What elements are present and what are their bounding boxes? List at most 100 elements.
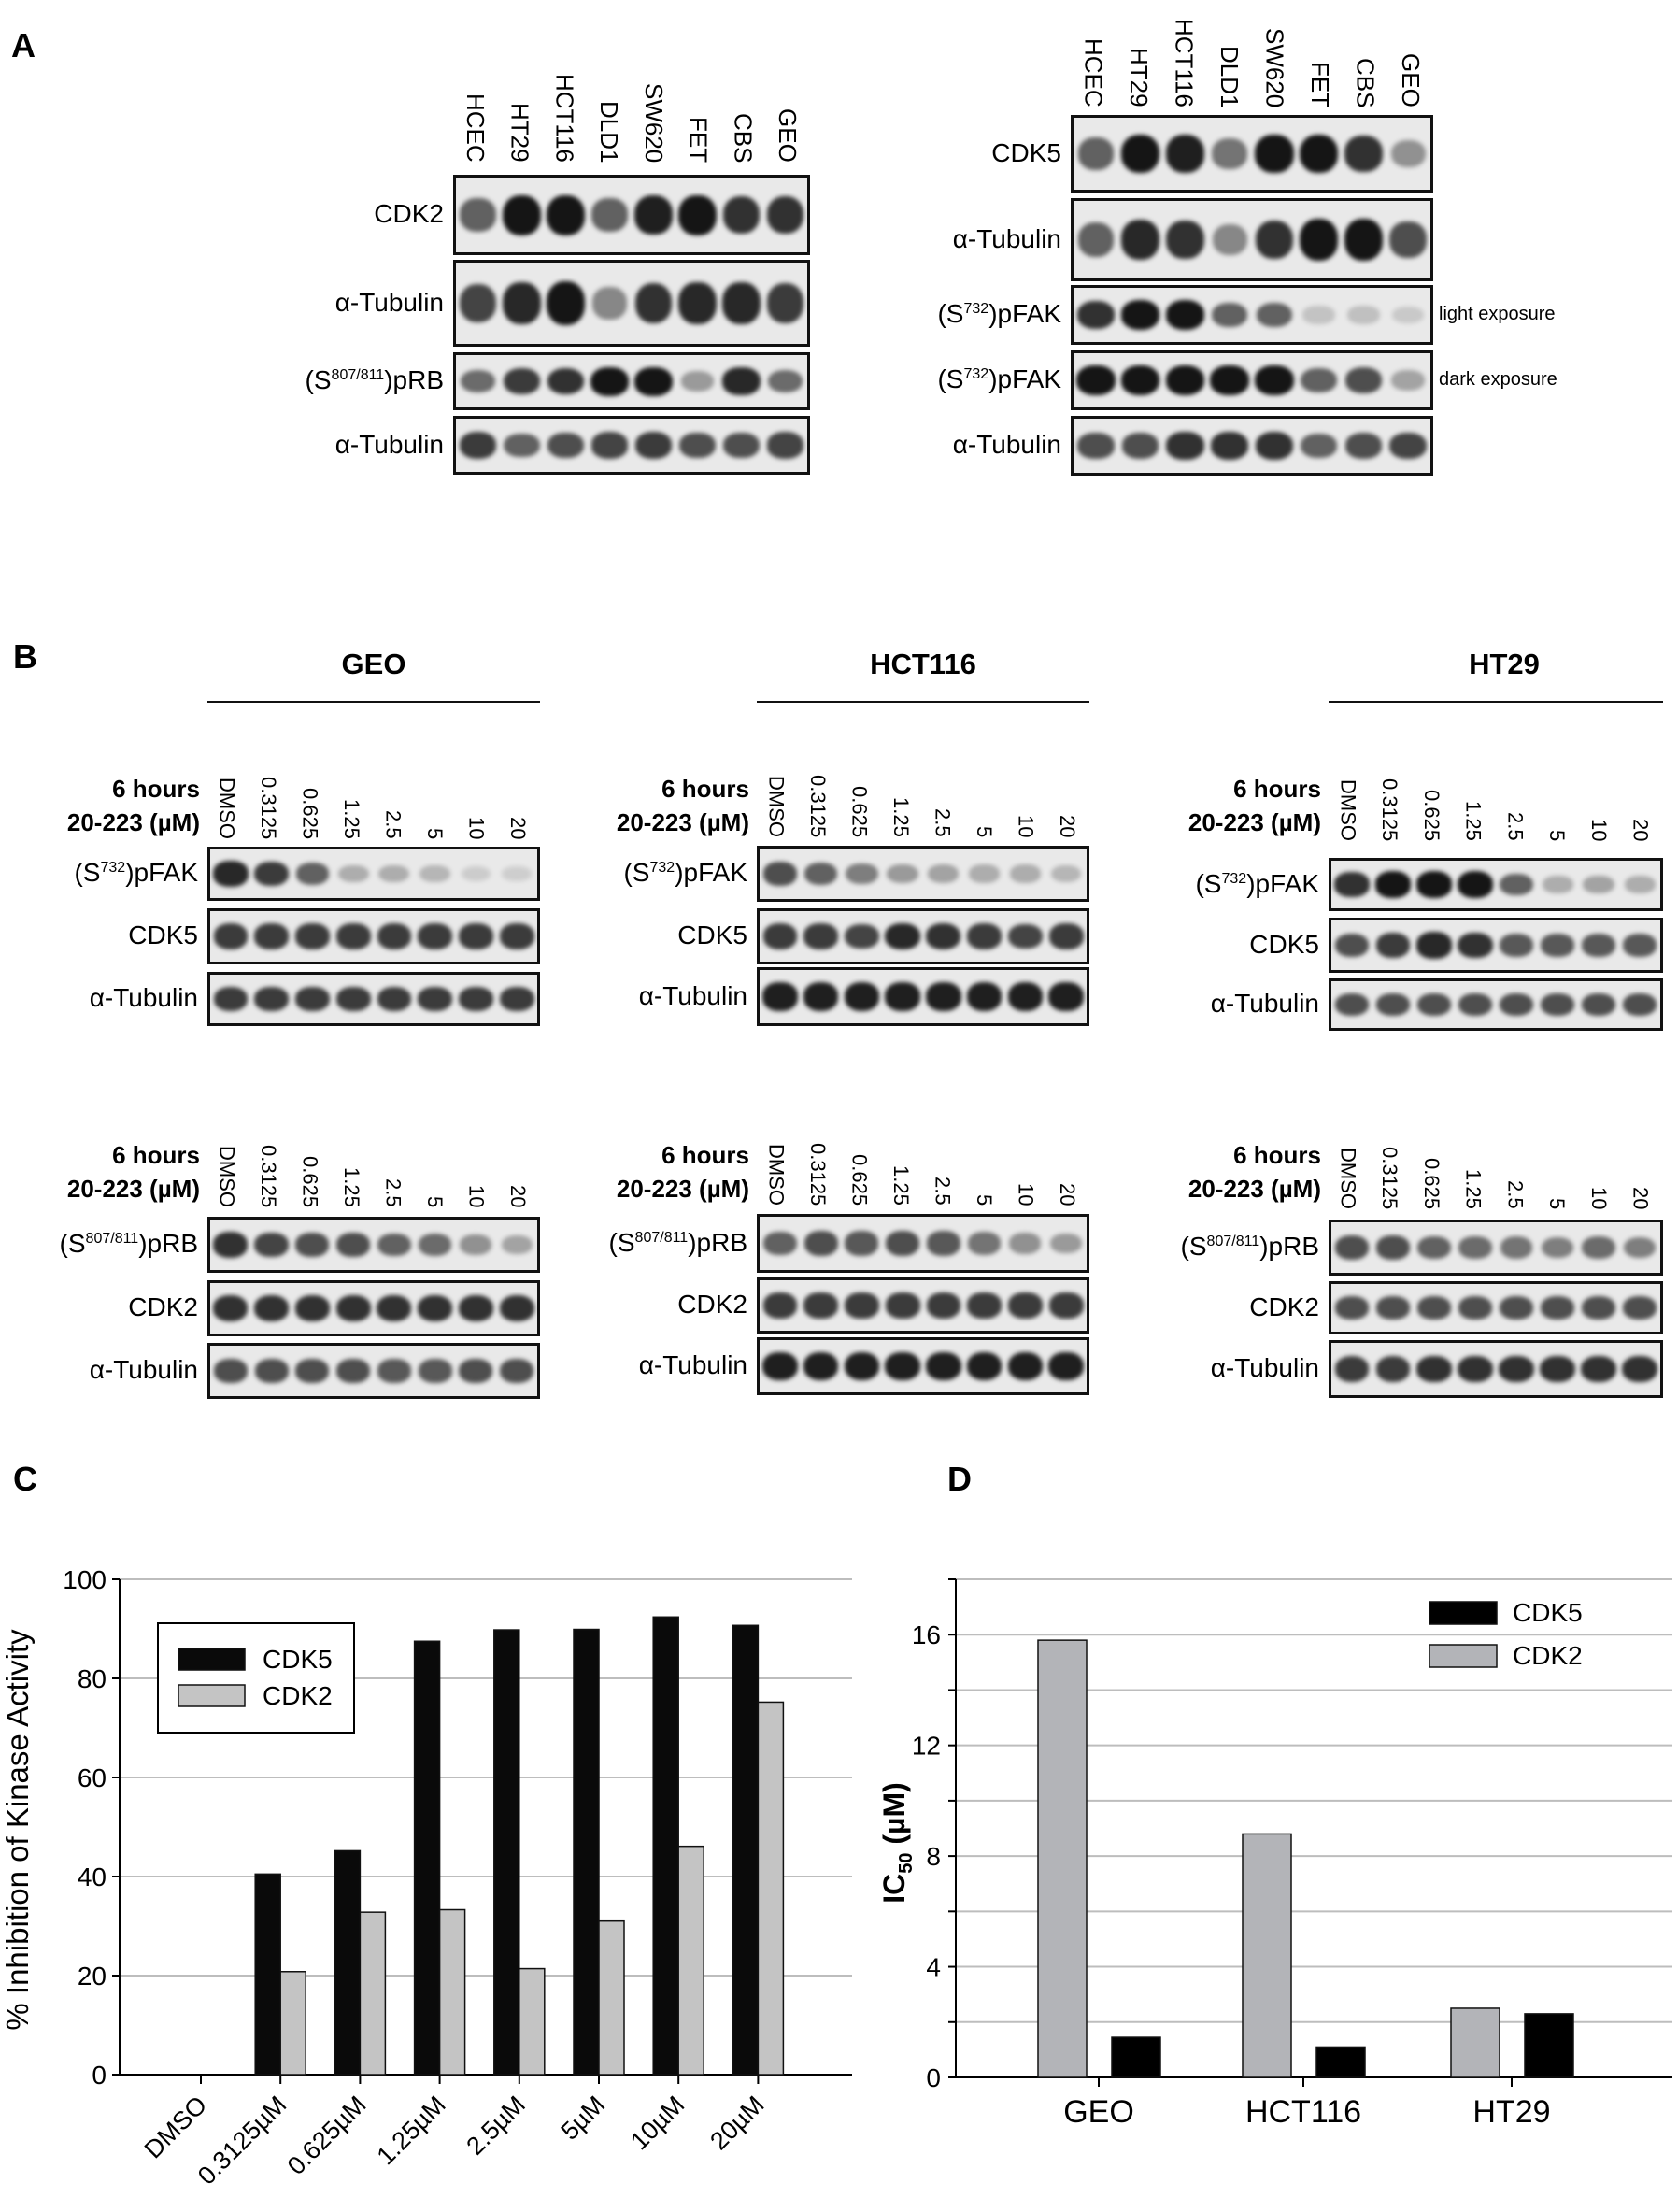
protein-band (1165, 365, 1205, 395)
lane-label: 1.25 (889, 797, 913, 837)
protein-band (213, 1294, 249, 1321)
blot-row-label: (S807/811)pRB (1181, 1234, 1319, 1260)
y-tick-label: 60 (78, 1763, 107, 1792)
protein-band (887, 863, 918, 884)
protein-band (1302, 306, 1336, 324)
label-text: )pRB (1259, 1232, 1319, 1261)
y-tick-label: 12 (912, 1732, 941, 1761)
protein-band (295, 1358, 330, 1383)
protein-band (1050, 864, 1082, 883)
protein-band (1048, 1292, 1084, 1319)
y-tick-label: 0 (926, 2063, 941, 2092)
bar-cdk5 (1524, 2013, 1574, 2078)
blot-row-label: CDK5 (1249, 931, 1319, 958)
y-axis-label: % Inhibition of Kinase Activity (0, 1629, 35, 2031)
protein-band (213, 861, 249, 887)
protein-band (1007, 1351, 1044, 1381)
y-tick-label: 4 (926, 1953, 941, 1982)
protein-band (885, 922, 920, 950)
protein-band (1541, 934, 1574, 957)
protein-band (1622, 992, 1657, 1017)
protein-band (1077, 137, 1115, 170)
lane-label: 2.5 (931, 1177, 955, 1206)
blot-strip (1071, 285, 1433, 345)
lane-label: 1.25 (339, 799, 363, 839)
label-text: CDK5 (991, 137, 1061, 167)
blot-row-label: (S807/811)pRB (306, 367, 444, 393)
protein-band (420, 864, 450, 883)
protein-band (1050, 1233, 1082, 1254)
label-text: α-Tubulin (952, 223, 1061, 253)
blot-row-label: α-Tubulin (1211, 1355, 1319, 1381)
label-text: )pFAK (125, 858, 198, 887)
lane-label: 0.3125 (256, 776, 280, 839)
blot-strip (453, 260, 810, 347)
protein-band (335, 1294, 371, 1321)
lane-label: 5 (1545, 1197, 1570, 1209)
protein-band (295, 986, 330, 1012)
protein-band (1299, 134, 1339, 174)
protein-band (254, 923, 289, 949)
label-text: (S (74, 858, 101, 887)
lane-label: 0.625 (847, 785, 872, 837)
dose-header: 20-223 (µM) (1187, 808, 1321, 836)
protein-band (1009, 1233, 1042, 1254)
x-tick-label: 0.625µM (282, 2091, 372, 2180)
protein-band (1344, 136, 1383, 172)
lane-label: 1.25 (1461, 1169, 1486, 1209)
protein-band (1458, 992, 1493, 1017)
protein-band (1008, 923, 1043, 949)
bar-cdk5 (493, 1629, 520, 2076)
protein-band (1458, 1296, 1493, 1320)
protein-band (803, 1230, 838, 1257)
lane-label: 10 (1586, 1186, 1611, 1209)
time-header: 6 hours (661, 1141, 749, 1169)
blot-row-label: (S732)pFAK (1195, 870, 1319, 897)
x-tick-label: 2.5µM (461, 2091, 531, 2161)
protein-band (1334, 1296, 1370, 1320)
protein-band (460, 1234, 492, 1255)
protein-band (767, 369, 803, 393)
protein-band (679, 432, 716, 459)
protein-band (1077, 222, 1115, 257)
protein-band (969, 864, 1001, 883)
protein-band (634, 194, 673, 235)
lane-label: 2.5 (381, 810, 405, 839)
bar-cdk5 (573, 1628, 600, 2076)
protein-band (634, 282, 673, 324)
protein-band (845, 1292, 879, 1319)
blot-strip (1329, 1220, 1663, 1276)
protein-band (503, 367, 541, 395)
protein-band (1623, 1236, 1657, 1259)
protein-band (844, 1351, 880, 1381)
protein-band (503, 282, 541, 324)
protein-band (377, 1233, 411, 1257)
protein-band (377, 1294, 412, 1321)
protein-band (1374, 871, 1412, 898)
lane-label: 20 (1055, 1182, 1079, 1206)
panel-label-c: C (13, 1460, 37, 1498)
protein-band (1211, 302, 1248, 328)
label-superscript: 732 (100, 860, 126, 876)
protein-band (803, 862, 838, 886)
y-axis-label-part: IC (877, 1874, 911, 1904)
lane-label: 10 (464, 816, 489, 839)
protein-band (1165, 300, 1205, 330)
label-text: α-Tubulin (638, 980, 747, 1010)
protein-band (1334, 872, 1370, 897)
label-text: α-Tubulin (89, 1355, 198, 1384)
blot-row-label: CDK5 (677, 922, 747, 949)
bar-cdk5 (652, 1616, 679, 2076)
protein-band (885, 1351, 920, 1381)
label-superscript: 732 (963, 366, 989, 382)
dose-header: 20-223 (µM) (616, 1175, 749, 1203)
bar-cdk5 (732, 1624, 760, 2076)
blot-strip (207, 908, 540, 964)
protein-band (419, 1233, 452, 1257)
lane-label: DLD1 (595, 100, 624, 163)
panel-label-b: B (13, 637, 37, 676)
protein-band (723, 432, 760, 459)
blot-row-label: CDK5 (991, 137, 1061, 167)
protein-band (1542, 876, 1573, 893)
bar-cdk2 (359, 1911, 387, 2076)
